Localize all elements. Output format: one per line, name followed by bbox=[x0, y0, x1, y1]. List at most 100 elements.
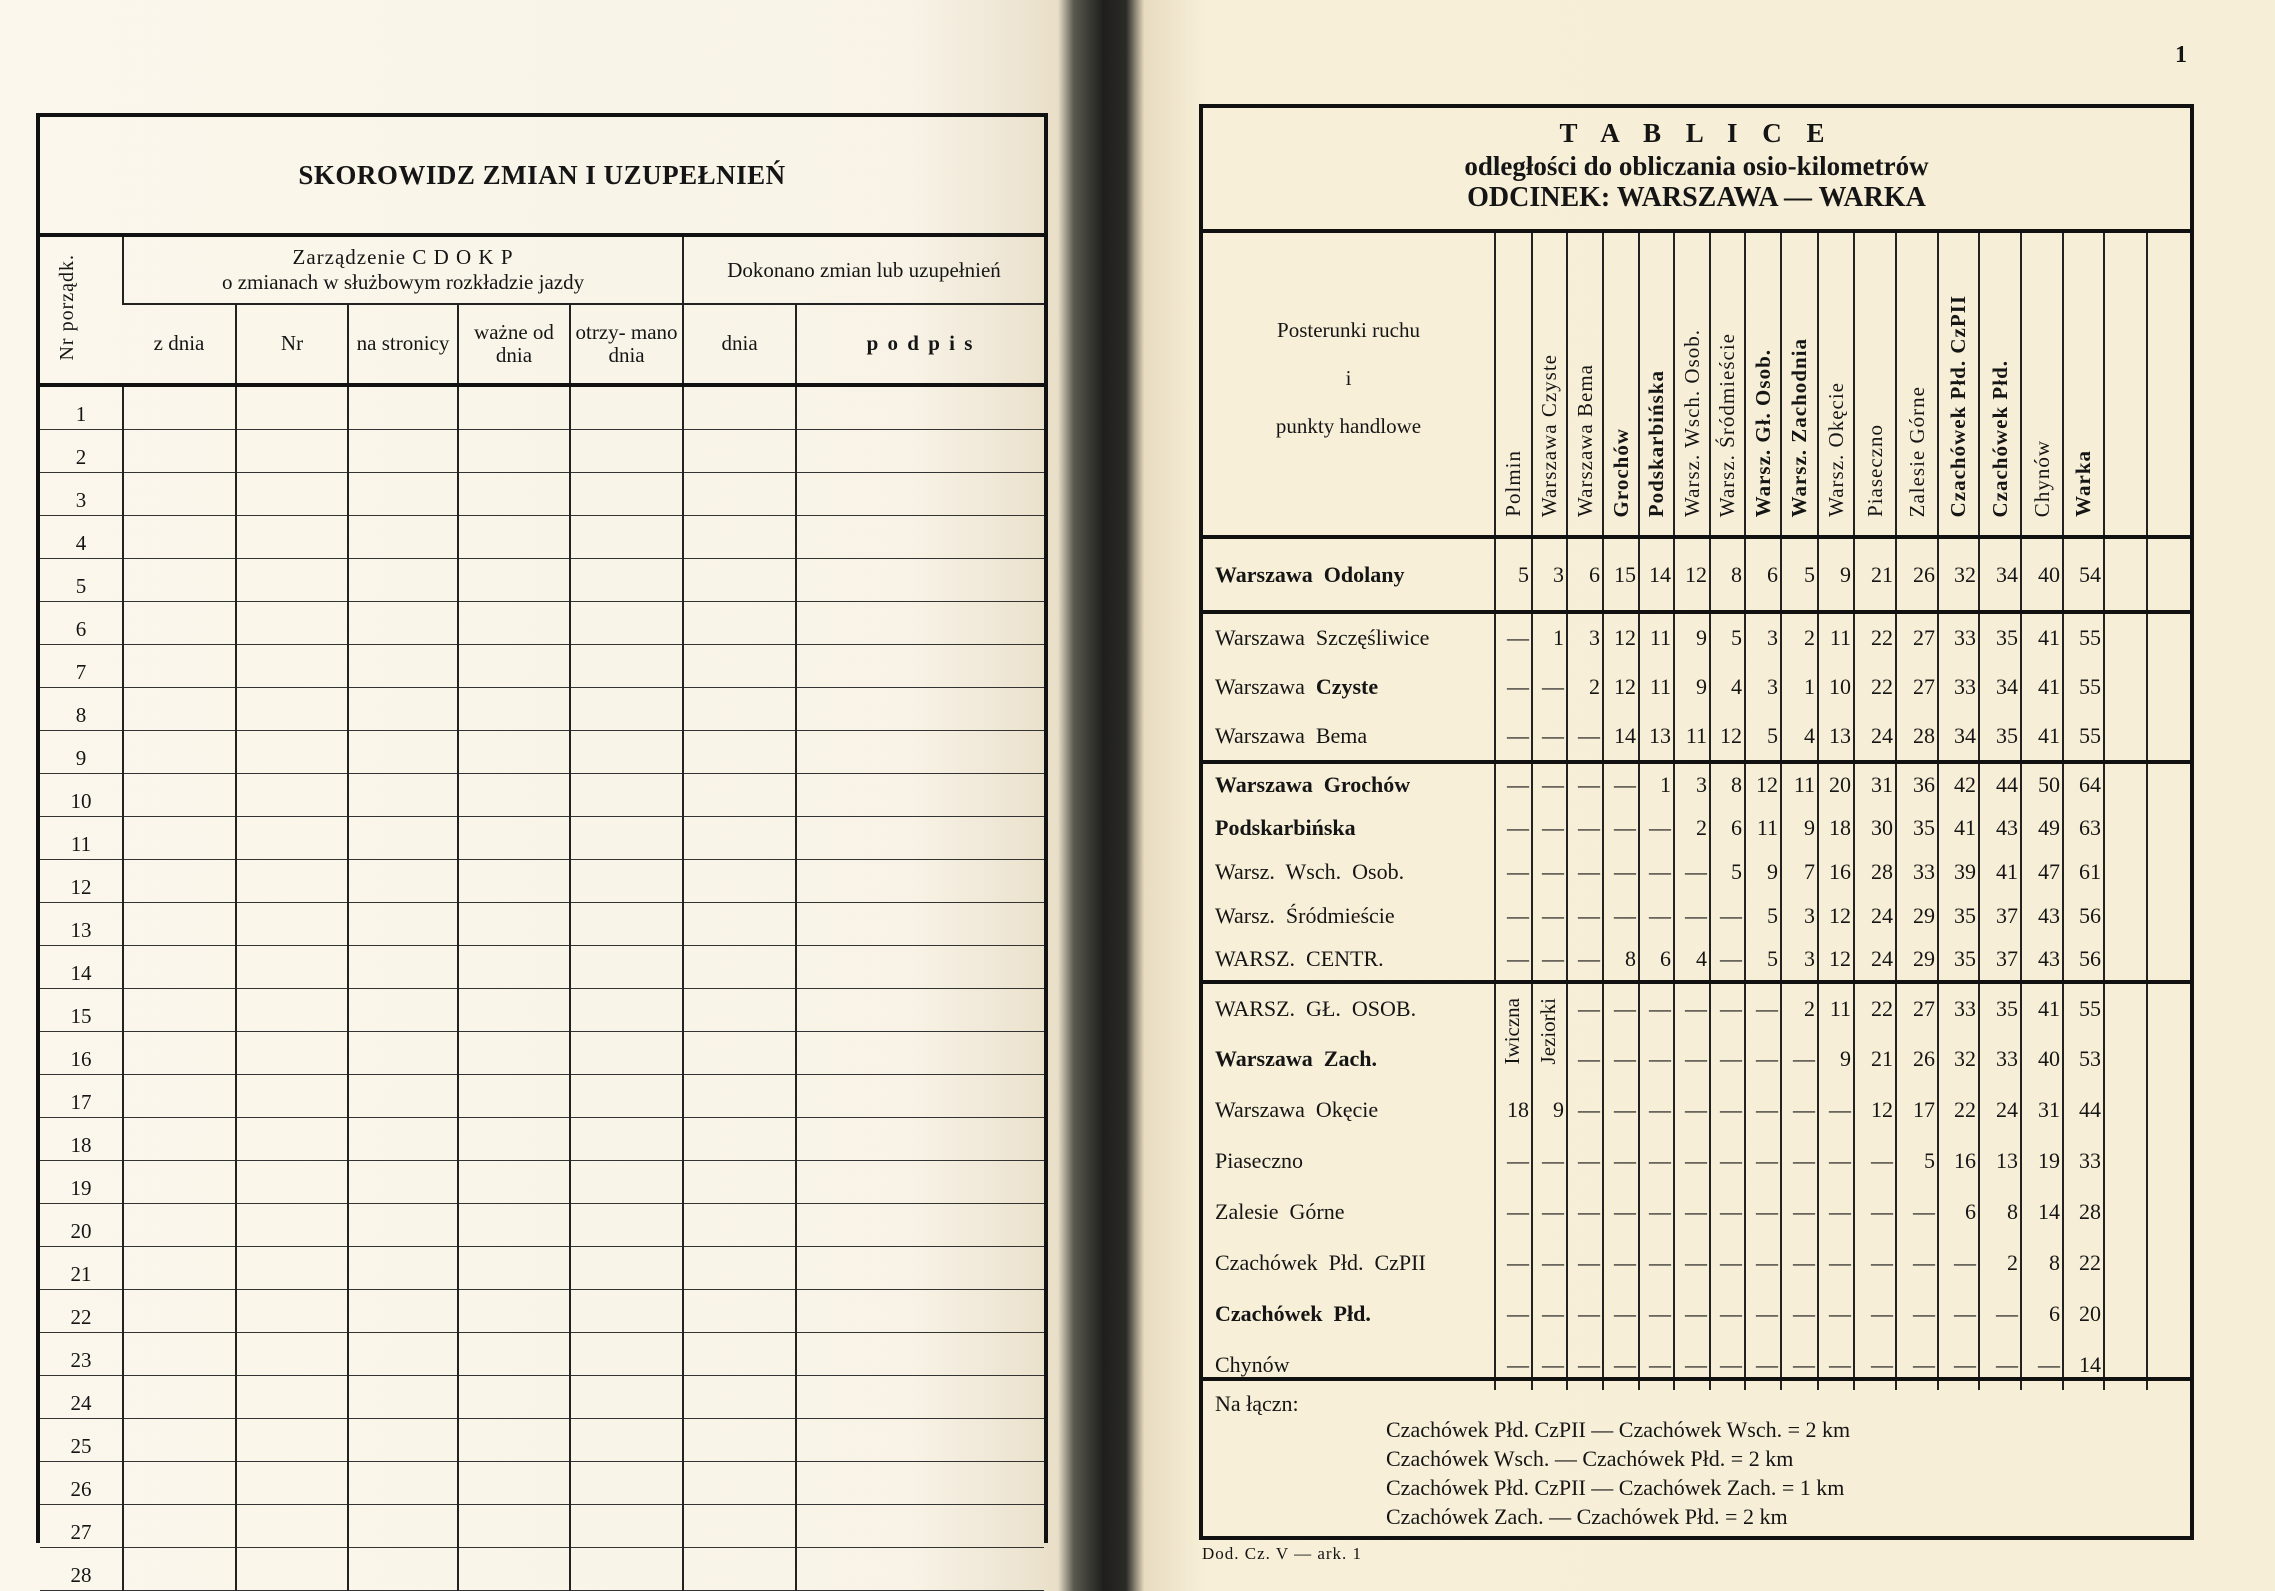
entry-cell[interactable] bbox=[568, 1547, 684, 1591]
entry-cell[interactable] bbox=[457, 988, 570, 1032]
entry-cell[interactable] bbox=[795, 1246, 1044, 1290]
entry-cell[interactable] bbox=[122, 945, 236, 989]
entry-cell[interactable] bbox=[347, 1332, 458, 1376]
entry-cell[interactable] bbox=[347, 1547, 458, 1591]
entry-cell[interactable] bbox=[235, 902, 348, 946]
entry-cell[interactable] bbox=[347, 1246, 458, 1290]
entry-cell[interactable] bbox=[795, 1332, 1044, 1376]
entry-cell[interactable] bbox=[682, 558, 797, 602]
entry-cell[interactable] bbox=[568, 1289, 684, 1333]
entry-cell[interactable] bbox=[122, 1418, 236, 1462]
entry-cell[interactable] bbox=[457, 1031, 570, 1075]
entry-cell[interactable] bbox=[795, 902, 1044, 946]
entry-cell[interactable] bbox=[122, 988, 236, 1032]
entry-cell[interactable] bbox=[457, 1203, 570, 1247]
entry-cell[interactable] bbox=[568, 429, 684, 473]
entry-cell[interactable] bbox=[347, 816, 458, 860]
entry-cell[interactable] bbox=[682, 1074, 797, 1118]
entry-cell[interactable] bbox=[122, 1289, 236, 1333]
entry-cell[interactable] bbox=[347, 644, 458, 688]
entry-cell[interactable] bbox=[795, 601, 1044, 645]
entry-cell[interactable] bbox=[122, 1332, 236, 1376]
entry-cell[interactable] bbox=[682, 687, 797, 731]
entry-cell[interactable] bbox=[457, 1504, 570, 1548]
entry-cell[interactable] bbox=[122, 1117, 236, 1161]
entry-cell[interactable] bbox=[568, 1418, 684, 1462]
entry-cell[interactable] bbox=[568, 472, 684, 516]
entry-cell[interactable] bbox=[122, 429, 236, 473]
entry-cell[interactable] bbox=[457, 472, 570, 516]
entry-cell[interactable] bbox=[122, 1074, 236, 1118]
entry-cell[interactable] bbox=[122, 601, 236, 645]
entry-cell[interactable] bbox=[795, 1160, 1044, 1204]
entry-cell[interactable] bbox=[568, 1160, 684, 1204]
entry-cell[interactable] bbox=[568, 988, 684, 1032]
entry-cell[interactable] bbox=[122, 1461, 236, 1505]
entry-cell[interactable] bbox=[795, 558, 1044, 602]
entry-cell[interactable] bbox=[122, 773, 236, 817]
entry-cell[interactable] bbox=[682, 988, 797, 1032]
entry-cell[interactable] bbox=[347, 1504, 458, 1548]
entry-cell[interactable] bbox=[457, 1461, 570, 1505]
entry-cell[interactable] bbox=[795, 816, 1044, 860]
entry-cell[interactable] bbox=[347, 945, 458, 989]
entry-cell[interactable] bbox=[235, 730, 348, 774]
entry-cell[interactable] bbox=[568, 601, 684, 645]
entry-cell[interactable] bbox=[347, 1031, 458, 1075]
entry-cell[interactable] bbox=[568, 1074, 684, 1118]
entry-cell[interactable] bbox=[795, 988, 1044, 1032]
entry-cell[interactable] bbox=[347, 773, 458, 817]
entry-cell[interactable] bbox=[122, 1031, 236, 1075]
entry-cell[interactable] bbox=[347, 859, 458, 903]
entry-cell[interactable] bbox=[682, 1289, 797, 1333]
entry-cell[interactable] bbox=[235, 601, 348, 645]
entry-cell[interactable] bbox=[795, 1289, 1044, 1333]
entry-cell[interactable] bbox=[347, 472, 458, 516]
entry-cell[interactable] bbox=[568, 385, 684, 430]
entry-cell[interactable] bbox=[682, 1203, 797, 1247]
entry-cell[interactable] bbox=[122, 859, 236, 903]
entry-cell[interactable] bbox=[682, 1547, 797, 1591]
entry-cell[interactable] bbox=[795, 687, 1044, 731]
entry-cell[interactable] bbox=[795, 1074, 1044, 1118]
entry-cell[interactable] bbox=[457, 1160, 570, 1204]
entry-cell[interactable] bbox=[122, 1160, 236, 1204]
entry-cell[interactable] bbox=[347, 1375, 458, 1419]
entry-cell[interactable] bbox=[795, 1203, 1044, 1247]
entry-cell[interactable] bbox=[457, 1074, 570, 1118]
entry-cell[interactable] bbox=[235, 1031, 348, 1075]
entry-cell[interactable] bbox=[795, 429, 1044, 473]
entry-cell[interactable] bbox=[235, 1117, 348, 1161]
entry-cell[interactable] bbox=[682, 1418, 797, 1462]
entry-cell[interactable] bbox=[568, 1332, 684, 1376]
entry-cell[interactable] bbox=[347, 730, 458, 774]
entry-cell[interactable] bbox=[682, 1246, 797, 1290]
entry-cell[interactable] bbox=[795, 773, 1044, 817]
entry-cell[interactable] bbox=[682, 1375, 797, 1419]
entry-cell[interactable] bbox=[682, 601, 797, 645]
entry-cell[interactable] bbox=[235, 558, 348, 602]
entry-cell[interactable] bbox=[347, 1461, 458, 1505]
entry-cell[interactable] bbox=[235, 385, 348, 430]
entry-cell[interactable] bbox=[795, 1375, 1044, 1419]
entry-cell[interactable] bbox=[235, 1461, 348, 1505]
entry-cell[interactable] bbox=[347, 558, 458, 602]
entry-cell[interactable] bbox=[795, 1547, 1044, 1591]
entry-cell[interactable] bbox=[347, 1160, 458, 1204]
entry-cell[interactable] bbox=[795, 515, 1044, 559]
entry-cell[interactable] bbox=[347, 902, 458, 946]
entry-cell[interactable] bbox=[682, 1332, 797, 1376]
entry-cell[interactable] bbox=[568, 515, 684, 559]
entry-cell[interactable] bbox=[795, 859, 1044, 903]
entry-cell[interactable] bbox=[457, 429, 570, 473]
entry-cell[interactable] bbox=[457, 515, 570, 559]
entry-cell[interactable] bbox=[682, 1031, 797, 1075]
entry-cell[interactable] bbox=[457, 385, 570, 430]
entry-cell[interactable] bbox=[568, 1504, 684, 1548]
entry-cell[interactable] bbox=[235, 1074, 348, 1118]
entry-cell[interactable] bbox=[682, 429, 797, 473]
entry-cell[interactable] bbox=[235, 1332, 348, 1376]
entry-cell[interactable] bbox=[682, 945, 797, 989]
entry-cell[interactable] bbox=[682, 1461, 797, 1505]
entry-cell[interactable] bbox=[122, 515, 236, 559]
